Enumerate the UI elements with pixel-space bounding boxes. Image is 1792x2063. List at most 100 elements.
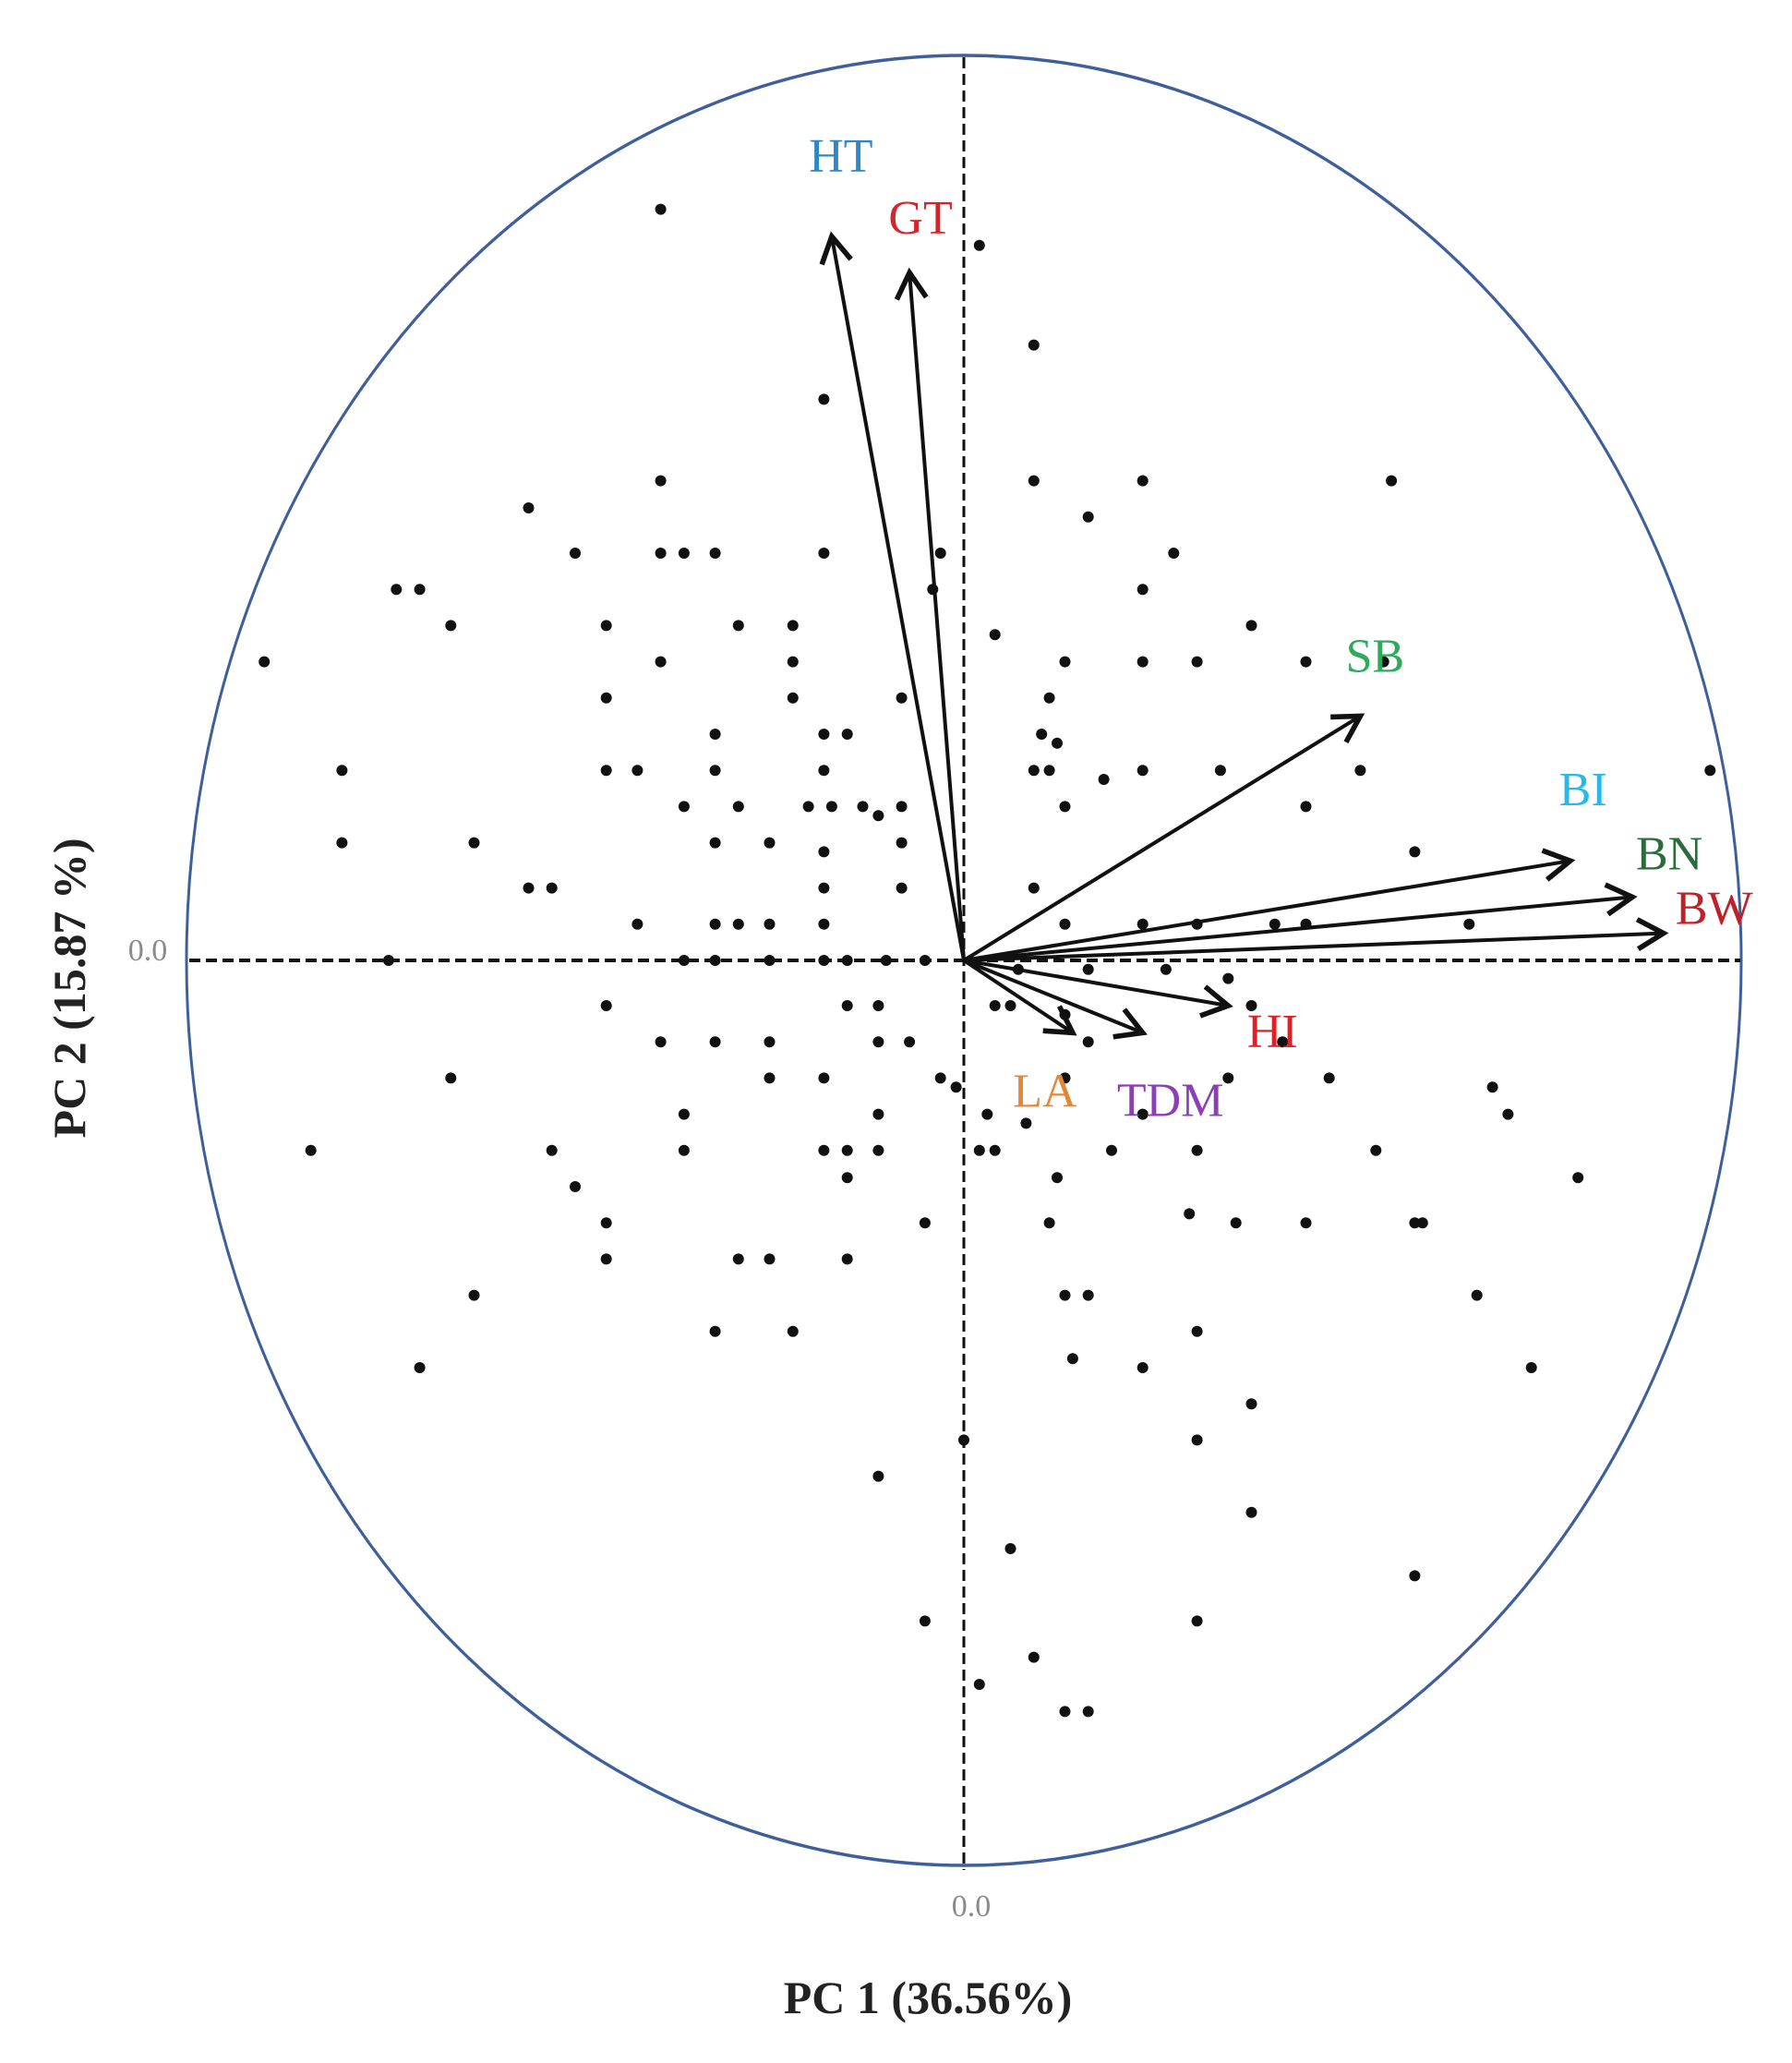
observation-point	[1082, 1036, 1094, 1048]
observation-point	[1191, 656, 1203, 668]
observation-point	[1409, 1570, 1421, 1582]
observation-point	[1160, 963, 1172, 975]
observation-point	[896, 837, 908, 849]
y-axis-title: PC 2 (15.87 %)	[43, 838, 95, 1139]
vector-bi	[963, 848, 1576, 962]
observation-point	[1059, 1008, 1071, 1020]
observation-point	[336, 765, 348, 777]
vector-label-hi: HI	[1247, 1006, 1298, 1058]
observation-point	[1028, 765, 1040, 777]
observation-point	[1486, 1081, 1498, 1093]
observation-point	[678, 1144, 690, 1156]
observation-point	[802, 801, 814, 813]
observation-point	[818, 729, 830, 740]
observation-point	[1377, 656, 1389, 668]
observation-point	[818, 882, 830, 894]
observation-point	[1572, 1172, 1584, 1184]
observation-point	[880, 955, 892, 966]
observation-point	[896, 801, 908, 813]
observation-point	[1059, 918, 1071, 930]
observation-point	[841, 955, 853, 966]
observation-point	[1137, 918, 1149, 930]
observation-point	[391, 584, 403, 596]
observation-point	[1082, 511, 1094, 523]
observation-point	[818, 393, 830, 405]
observation-point	[709, 837, 721, 849]
observation-point	[468, 1289, 480, 1301]
observation-point	[1036, 729, 1048, 740]
observation-point	[1471, 1289, 1483, 1301]
observation-point	[872, 1470, 884, 1482]
observation-point	[1052, 737, 1063, 749]
observation-point	[1028, 882, 1040, 894]
vector-label-sb: SB	[1346, 630, 1405, 682]
observation-point	[989, 1144, 1001, 1156]
correlation-circle	[185, 54, 1743, 1867]
observation-point	[818, 1144, 830, 1156]
observation-point	[709, 955, 721, 966]
observation-point	[872, 1036, 884, 1048]
y-origin-tick-label: 0.0	[128, 934, 168, 968]
observation-point	[841, 1253, 853, 1265]
observation-point	[1184, 1208, 1196, 1220]
observation-point	[732, 620, 744, 632]
observation-point	[600, 692, 612, 704]
observation-point	[1106, 1144, 1117, 1156]
observation-point	[523, 502, 535, 513]
observation-point	[655, 1036, 667, 1048]
observation-point	[1191, 1325, 1203, 1337]
observation-point	[1300, 656, 1312, 668]
observation-point	[787, 620, 799, 632]
observation-point	[872, 810, 884, 822]
observation-point	[1137, 765, 1149, 777]
observation-point	[445, 1072, 457, 1084]
observation-point	[1277, 1036, 1289, 1048]
observation-point	[1028, 475, 1040, 487]
observation-point	[1082, 963, 1094, 975]
observation-point	[678, 955, 690, 966]
vector-bn	[963, 882, 1638, 962]
observation-point	[989, 629, 1001, 641]
observation-point	[896, 692, 908, 704]
vector-la	[962, 959, 1077, 1036]
observation-point	[1222, 1072, 1234, 1084]
observation-point	[1066, 1353, 1078, 1365]
observation-point	[818, 955, 830, 966]
observation-point	[709, 729, 721, 740]
observation-point	[678, 1108, 690, 1120]
observation-point	[1386, 475, 1398, 487]
observation-point	[1082, 1289, 1094, 1301]
observation-point	[709, 918, 721, 930]
observation-point	[1043, 692, 1055, 704]
observation-point	[872, 1000, 884, 1011]
observation-point	[1168, 548, 1180, 559]
observation-point	[764, 1072, 776, 1084]
observation-point	[841, 1144, 853, 1156]
observation-point	[841, 729, 853, 740]
observation-point	[709, 765, 721, 777]
observation-point	[1028, 339, 1040, 351]
observation-point	[1323, 1072, 1335, 1084]
x-axis-title: PC 1 (36.56%)	[784, 1972, 1072, 2023]
observation-point	[732, 918, 744, 930]
observation-point	[600, 1000, 612, 1011]
observation-point	[1416, 1217, 1428, 1229]
observation-point	[1059, 1072, 1071, 1084]
observation-point	[468, 837, 480, 849]
observation-point	[655, 548, 667, 559]
observation-point	[764, 1036, 776, 1048]
observation-point	[1059, 801, 1071, 813]
observation-point	[709, 1325, 721, 1337]
observation-point	[600, 1217, 612, 1229]
observation-point	[1409, 1217, 1421, 1229]
observation-point	[1191, 1615, 1203, 1627]
observation-point	[787, 656, 799, 668]
observation-point	[1137, 1108, 1149, 1120]
observation-point	[872, 1108, 884, 1120]
observation-point	[1004, 1000, 1016, 1011]
observation-point	[981, 1108, 993, 1120]
observation-point	[919, 1615, 931, 1627]
observation-point	[655, 656, 667, 668]
observation-point	[336, 837, 348, 849]
observation-point	[1137, 584, 1149, 596]
